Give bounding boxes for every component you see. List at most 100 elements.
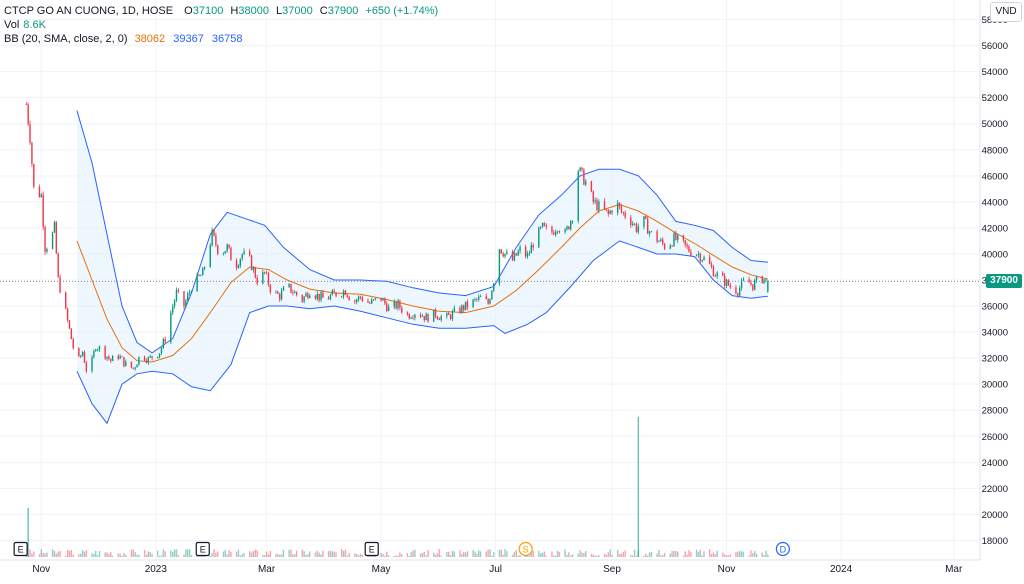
volume-bar [630, 554, 632, 557]
candle-body [265, 272, 268, 274]
volume-bar [624, 550, 626, 557]
volume-bar [65, 555, 67, 557]
event-marker-earnings[interactable]: E [195, 541, 210, 557]
bb-upper-line [76, 110, 768, 354]
y-tick-label: 52000 [982, 93, 1008, 104]
volume-bar [149, 552, 151, 557]
candle-body [301, 295, 303, 302]
bb-basis-value: 38062 [134, 33, 166, 45]
volume-bar [151, 553, 153, 557]
candle-body [29, 124, 31, 143]
candle-body [314, 295, 317, 299]
candle-body [714, 276, 716, 277]
candle-body [395, 301, 397, 309]
volume-bar [309, 551, 311, 557]
candle-body [722, 272, 724, 276]
volume-bar [502, 554, 504, 557]
candle-body [91, 357, 93, 372]
candle-body [190, 291, 193, 293]
volume-bar [380, 553, 382, 557]
volume-bar [288, 549, 290, 557]
candle-body [571, 221, 574, 222]
candle-body [738, 288, 741, 296]
volume-bar [735, 551, 737, 557]
axes: 18000 20000 22000 24000 26000 28000 30000 32000… [0, 0, 1008, 575]
volume-bar [387, 555, 390, 557]
volume-bar [493, 552, 495, 557]
volume-bar [316, 550, 318, 557]
volume-bar [755, 553, 758, 557]
volume-bar [742, 551, 745, 557]
volume-bars [25, 416, 769, 557]
candle-body [25, 104, 27, 105]
candle-body [712, 266, 715, 277]
candle-body [590, 181, 593, 192]
candle-body [555, 231, 557, 235]
candle-body [211, 229, 213, 246]
volume-bar [765, 550, 767, 557]
candle-body [68, 320, 71, 329]
candle-body [616, 202, 619, 213]
candle-body [434, 309, 437, 317]
volume-bar [645, 553, 647, 557]
candle-body [579, 167, 581, 172]
volume-bar [147, 551, 150, 557]
volume-bar [695, 549, 698, 557]
volume-bar [515, 550, 517, 557]
candle-body [423, 316, 425, 321]
candle-body [143, 356, 146, 361]
event-marker-split[interactable]: S [518, 541, 533, 557]
candle-body [55, 222, 58, 254]
event-marker-earnings[interactable]: E [13, 541, 28, 557]
volume-bar [434, 554, 437, 557]
volume-bar [432, 552, 435, 557]
currency-button[interactable]: VND [990, 2, 1022, 22]
candle-body [761, 276, 763, 284]
candle-body [237, 265, 240, 268]
volume-bar [85, 550, 88, 557]
volume-bar [371, 555, 373, 557]
candle-body [384, 298, 386, 304]
volume-bar [46, 552, 48, 557]
volume-bar [188, 549, 191, 557]
high-value: 38000 [238, 5, 269, 17]
volume-bar [699, 549, 701, 557]
volume-bar [279, 554, 281, 557]
event-marker-dividend[interactable]: D [775, 541, 790, 557]
candle-body [292, 292, 294, 294]
candle-body [446, 313, 448, 317]
volume-bar [342, 550, 345, 557]
y-tick-label: 28000 [982, 406, 1008, 417]
candle-body [27, 104, 29, 125]
candle-body [380, 298, 382, 301]
candle-body [367, 300, 369, 303]
candle-body [318, 293, 320, 301]
bollinger-bands [76, 110, 769, 425]
bb-fill [77, 110, 768, 424]
volume-bar [737, 551, 739, 557]
earnings-marker-box [364, 541, 379, 557]
x-tick-label: Mar [945, 564, 963, 575]
volume-bar [616, 549, 619, 557]
volume-bar [329, 550, 332, 557]
candle-body [663, 243, 666, 249]
candle-body [202, 268, 204, 276]
volume-bar [414, 549, 416, 557]
volume-bar [164, 551, 166, 557]
candle-body [622, 212, 624, 214]
candle-body [322, 292, 324, 298]
volume-bar [399, 552, 401, 557]
volume-bar [682, 555, 685, 557]
volume-bar [264, 555, 266, 557]
candle-body [581, 167, 583, 170]
volume-bar [130, 549, 133, 557]
candle-body [646, 218, 649, 234]
candle-body [138, 356, 140, 365]
candle-body [46, 248, 48, 252]
event-marker-earnings[interactable]: E [364, 541, 379, 557]
low-value: 37000 [282, 5, 313, 17]
volume-bar [725, 555, 728, 557]
